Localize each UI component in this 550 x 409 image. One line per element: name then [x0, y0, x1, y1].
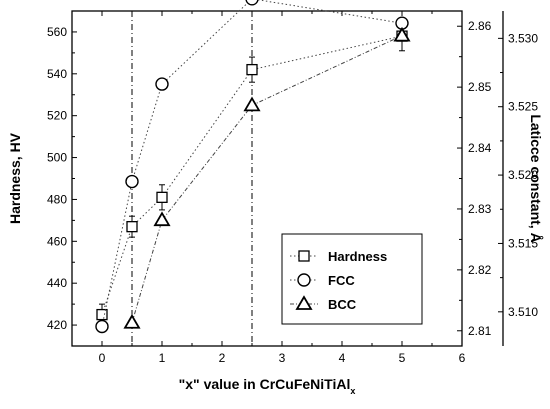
- y-left-tick-label: 500: [47, 151, 67, 165]
- legend: Hardness FCC BCC: [281, 233, 423, 325]
- y-right-tick-label: 3.530: [508, 31, 538, 45]
- y-left-tick-label: 420: [47, 318, 67, 332]
- series-bcc: [123, 26, 411, 329]
- y-right-tick-label: 3.510: [508, 305, 538, 319]
- bcc-marker: [393, 26, 411, 42]
- bcc-marker: [243, 96, 261, 112]
- fcc-marker: [297, 273, 311, 287]
- axes: 0 1 2 3 4 5 6 420 440 460 480 500 520 540 560 2.81 2.82 2…: [47, 10, 538, 365]
- y-mid-tick-label: 2.84: [468, 141, 492, 155]
- series-line-fcc: [101, 0, 403, 327]
- y-right-tick-label: 3.515: [508, 236, 538, 250]
- y-mid-tick-label: 2.82: [468, 263, 492, 277]
- fcc-marker: [155, 77, 169, 91]
- fcc-marker: [245, 0, 259, 6]
- axis-labels: "x" value in CrCuFeNiTiAlx Hardness, HV …: [7, 114, 544, 396]
- x-tick-label: 3: [279, 351, 286, 365]
- bcc-marker: [123, 313, 141, 329]
- y-axis-left-title: Hardness, HV: [7, 132, 23, 224]
- y-mid-tick-label: 2.81: [468, 324, 492, 338]
- legend-marker: [297, 273, 311, 287]
- legend-label: BCC: [328, 297, 357, 312]
- hardness-marker: [298, 250, 310, 262]
- hardness-marker: [156, 191, 168, 203]
- hardness-marker: [126, 221, 138, 233]
- y-left-tick-label: 440: [47, 276, 67, 290]
- x-axis-title-main: "x" value in CrCuFeNiTiAl: [179, 376, 351, 392]
- fcc-marker: [95, 319, 109, 334]
- y-mid-tick-label: 2.83: [468, 202, 492, 216]
- x-tick-label: 6: [459, 351, 466, 365]
- y-right-tick-label: 3.525: [508, 100, 538, 114]
- x-tick-label: 2: [219, 351, 226, 365]
- legend-label: FCC: [328, 273, 355, 288]
- y-left-tick-label: 540: [47, 67, 67, 81]
- x-tick-label: 4: [339, 351, 346, 365]
- y-left-tick-label: 520: [47, 109, 67, 123]
- hardness-marker: [96, 308, 108, 321]
- bcc-marker: [295, 295, 313, 310]
- x-axis-title-subscript: x: [350, 386, 355, 396]
- series-layer: [95, 0, 411, 334]
- y-left-tick-label: 480: [47, 192, 67, 206]
- y-right-tick-label: 3.520: [508, 168, 538, 182]
- hardness-marker: [246, 63, 258, 76]
- fcc-marker: [125, 174, 139, 189]
- bcc-marker: [153, 211, 171, 227]
- legend-marker: [298, 250, 310, 262]
- reference-lines: [131, 11, 253, 346]
- y-left-tick-label: 560: [47, 25, 67, 39]
- legend-label: Hardness: [328, 249, 387, 264]
- y-mid-tick-label: 2.86: [468, 19, 492, 33]
- x-axis-title: "x" value in CrCuFeNiTiAlx: [179, 376, 356, 396]
- y-left-tick-label: 460: [47, 234, 67, 248]
- legend-marker: [295, 295, 313, 310]
- y-mid-tick-label: 2.85: [468, 80, 492, 94]
- x-tick-label: 1: [159, 351, 166, 365]
- x-tick-label: 0: [99, 351, 106, 365]
- series-line-bcc: [131, 35, 403, 323]
- x-tick-label: 5: [399, 351, 406, 365]
- series-fcc: [95, 0, 409, 334]
- y-axis-right-title: Laticce constant, Å: [528, 114, 544, 242]
